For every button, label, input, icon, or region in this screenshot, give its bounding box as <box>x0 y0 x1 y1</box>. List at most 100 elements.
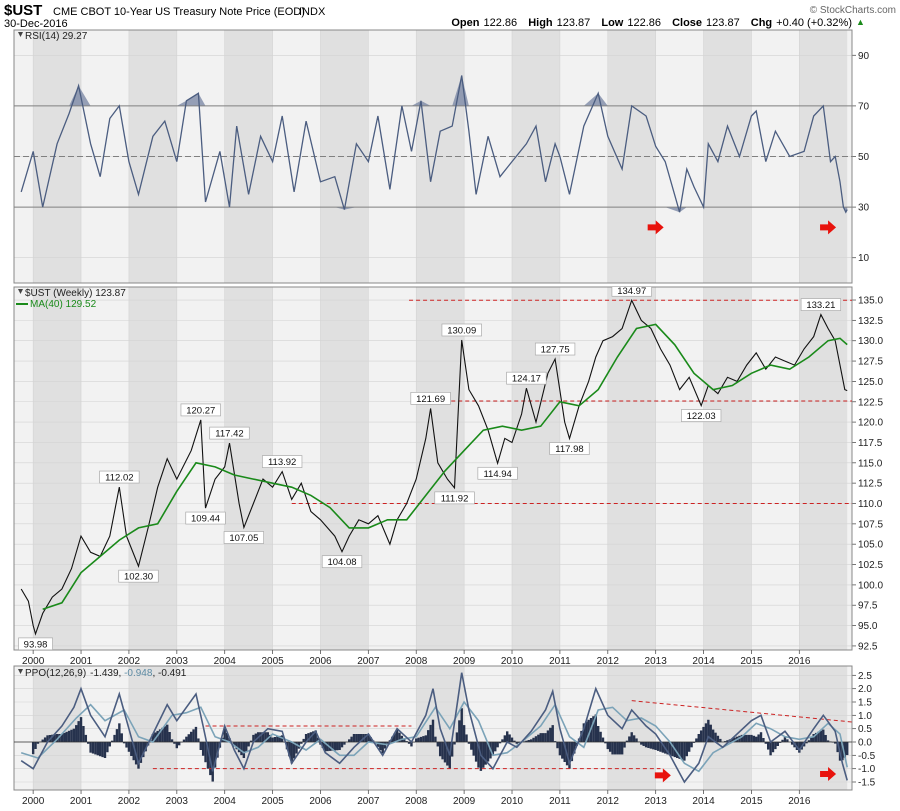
ppo-histogram-bar <box>96 742 99 756</box>
ppo-histogram-bar <box>455 732 459 742</box>
rsi-legend-marker-icon <box>18 32 23 37</box>
price-ytick-label: 97.5 <box>858 601 878 612</box>
ppo-histogram-bar <box>223 727 226 742</box>
ppo-histogram-bar <box>642 742 645 746</box>
ppo-histogram-bar <box>110 740 114 742</box>
ppo-histogram-bar <box>446 742 449 766</box>
price-ytick-label: 92.5 <box>858 641 878 652</box>
x-tick-label: 2013 <box>645 796 668 807</box>
ppo-histogram-bar <box>546 730 550 742</box>
ppo-histogram-bar <box>486 742 490 762</box>
ppo-histogram-bar <box>759 732 763 742</box>
ppo-histogram-bar <box>225 732 229 742</box>
price-ytick-label: 132.5 <box>858 316 883 327</box>
ppo-histogram-bar <box>716 735 720 742</box>
ppo-histogram-bar <box>434 736 437 742</box>
price-label-box <box>262 455 303 468</box>
ppo-histogram-bar <box>453 742 456 745</box>
ppo-histogram-bar <box>822 729 825 742</box>
ppo-histogram-bar <box>683 742 686 761</box>
ppo-histogram-bar <box>431 719 435 742</box>
ppo-histogram-bar <box>676 742 679 758</box>
price-line <box>20 298 848 636</box>
ppo-histogram-bar <box>331 742 334 751</box>
price-label: 112.02 <box>105 473 133 484</box>
ppo-histogram-bar <box>778 742 782 743</box>
ppo-histogram-bar <box>635 738 638 742</box>
x-axis-bottom: 2000 2001 2002 2003 2004 2005 2006 2007 2008 2009… <box>22 790 811 807</box>
ppo-plot-area <box>14 672 852 784</box>
ppo-line <box>20 672 848 784</box>
x-tick-label: 2009 <box>453 656 476 667</box>
ppo-ytick-label: 1.0 <box>858 711 872 722</box>
ppo-histogram-bar <box>774 742 777 750</box>
ppo-histogram-bar <box>527 740 530 742</box>
ppo-histogram-bar <box>697 734 700 742</box>
ppo-histogram-bar <box>237 742 241 753</box>
ppo-histogram-bar <box>403 738 406 742</box>
ppo-histogram-bar <box>364 734 368 742</box>
red-arrow-icon <box>647 220 664 235</box>
ppo-histogram-bar <box>443 742 447 763</box>
price-year-shade <box>799 287 848 650</box>
ppo-histogram-bar <box>51 734 54 742</box>
ppo-histogram-bar <box>424 735 428 742</box>
ppo-histogram-bar <box>470 742 473 750</box>
red-arrow-icon <box>820 220 837 235</box>
price-ytick-label: 102.5 <box>858 560 883 571</box>
ppo-histogram-bar <box>383 742 387 749</box>
ppo-histogram-bar <box>620 742 624 755</box>
ppo-histogram-bar <box>290 742 293 764</box>
rsi-ytick-label: 30 <box>858 203 870 214</box>
chart-exchange: INDX <box>299 6 326 18</box>
ppo-histogram-bar <box>82 726 85 742</box>
price-ytick-label: 130.0 <box>858 336 883 347</box>
rsi-legend: RSI(14) 29.27 <box>18 31 88 42</box>
x-tick-label: 2011 <box>549 656 571 667</box>
ppo-histogram-bar <box>649 742 653 749</box>
ppo-year-shade <box>320 666 369 790</box>
ppo-ytick-label: 0.5 <box>858 724 872 735</box>
ppo-histogram-bar <box>563 742 566 762</box>
ppo-histogram-bar <box>75 725 78 742</box>
ppo-histogram-bar <box>678 742 681 759</box>
ppo-histogram-bar <box>436 742 439 747</box>
ppo-histogram-bar <box>304 734 308 742</box>
ohlc-summary: Open 122.86 High 123.87 Low 122.86 Close 123… <box>451 17 852 29</box>
ppo-histogram-bar <box>503 735 507 742</box>
ppo-histogram-bar <box>240 742 243 756</box>
ppo-histogram-bar <box>709 724 712 742</box>
price-ytick-label: 135.0 <box>858 296 883 307</box>
ppo-histogram-bar <box>405 741 408 742</box>
ppo-histogram-bar <box>544 733 547 742</box>
ppo-histogram-bar <box>352 734 356 742</box>
ppo-histogram-bar <box>625 740 629 742</box>
ppo-histogram-bar <box>359 734 363 742</box>
ppo-histogram-bar <box>680 742 684 760</box>
x-tick-label: 2013 <box>645 656 668 667</box>
ppo-histogram-bar <box>767 742 770 750</box>
ppo-histogram-bar <box>553 741 557 742</box>
ppo-histogram-bar <box>376 742 380 747</box>
price-year-shade <box>512 287 560 650</box>
ppo-histogram-bar <box>94 742 97 755</box>
ppo-histogram-bar <box>206 742 210 769</box>
ppo-histogram-bar <box>484 742 487 765</box>
ppo-histogram-bar <box>644 742 648 748</box>
ppo-histogram-bar <box>628 736 631 742</box>
ppo-histogram-bar <box>170 739 174 742</box>
price-label: 111.92 <box>441 493 469 504</box>
ppo-ytick-label: 2.5 <box>858 671 872 682</box>
ppo-histogram-bar <box>671 742 674 757</box>
price-label: 107.05 <box>229 533 258 544</box>
ppo-histogram-bar <box>558 742 562 756</box>
ma-line <box>42 323 848 611</box>
price-label: 127.75 <box>541 345 570 356</box>
ppo-histogram-bar <box>510 737 514 742</box>
ppo-histogram-bar <box>733 737 736 742</box>
ppo-histogram-bar <box>419 736 423 742</box>
ppo-histogram-bar <box>343 742 346 745</box>
ppo-histogram-bar <box>194 726 198 742</box>
ppo-histogram-bar <box>398 732 401 742</box>
ppo-histogram-bar <box>101 742 104 758</box>
